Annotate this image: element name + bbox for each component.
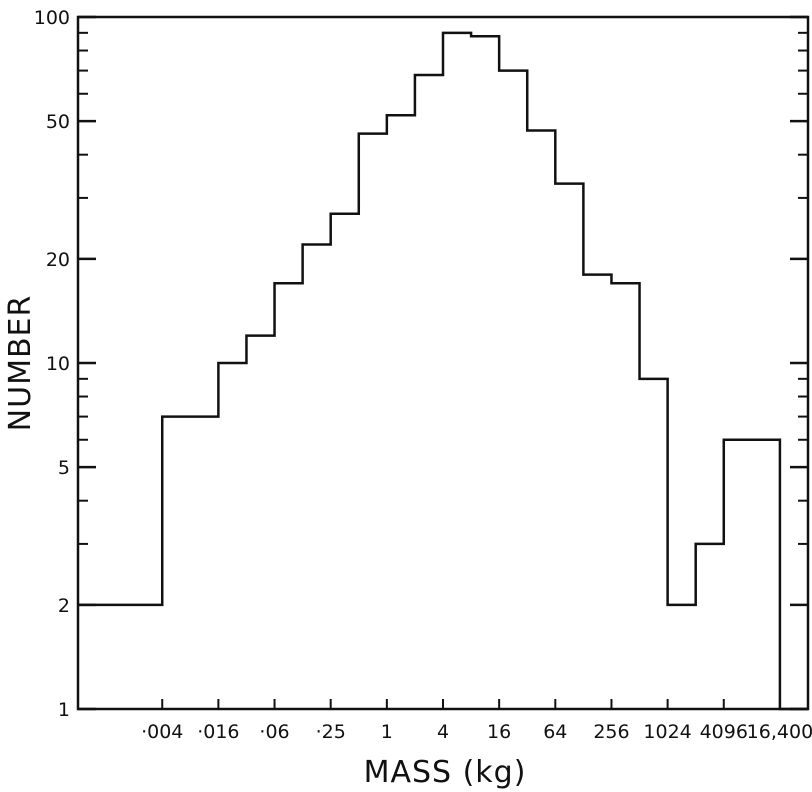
x-tick-label: 64 bbox=[543, 721, 567, 743]
y-axis-title: NUMBER bbox=[3, 295, 38, 432]
y-tick-label: 5 bbox=[58, 457, 70, 479]
x-tick-label: 4096 bbox=[700, 721, 748, 743]
x-tick-label: 16,400 bbox=[747, 721, 812, 743]
x-tick-label: ·004 bbox=[141, 721, 183, 743]
y-axis-ticks: 1 2 5 10 20 50 100 bbox=[34, 7, 808, 721]
y-tick-label: 1 bbox=[58, 699, 70, 721]
x-tick-label: 16 bbox=[487, 721, 511, 743]
x-tick-label: 4 bbox=[437, 721, 449, 743]
x-tick-label: ·06 bbox=[259, 721, 289, 743]
x-tick-label: 256 bbox=[593, 721, 629, 743]
x-tick-label: ·25 bbox=[316, 721, 346, 743]
y-tick-label: 50 bbox=[46, 111, 70, 133]
x-tick-label: 1024 bbox=[643, 721, 691, 743]
y-tick-label: 2 bbox=[58, 595, 70, 617]
plot-frame bbox=[76, 15, 810, 711]
y-tick-label: 20 bbox=[46, 249, 70, 271]
y-tick-label: 100 bbox=[34, 7, 70, 29]
x-tick-label: 1 bbox=[381, 721, 393, 743]
x-tick-label: ·016 bbox=[197, 721, 239, 743]
x-axis-title: MASS (kg) bbox=[364, 755, 527, 790]
y-tick-label: 10 bbox=[46, 353, 70, 375]
histogram-step-line bbox=[78, 31, 808, 711]
